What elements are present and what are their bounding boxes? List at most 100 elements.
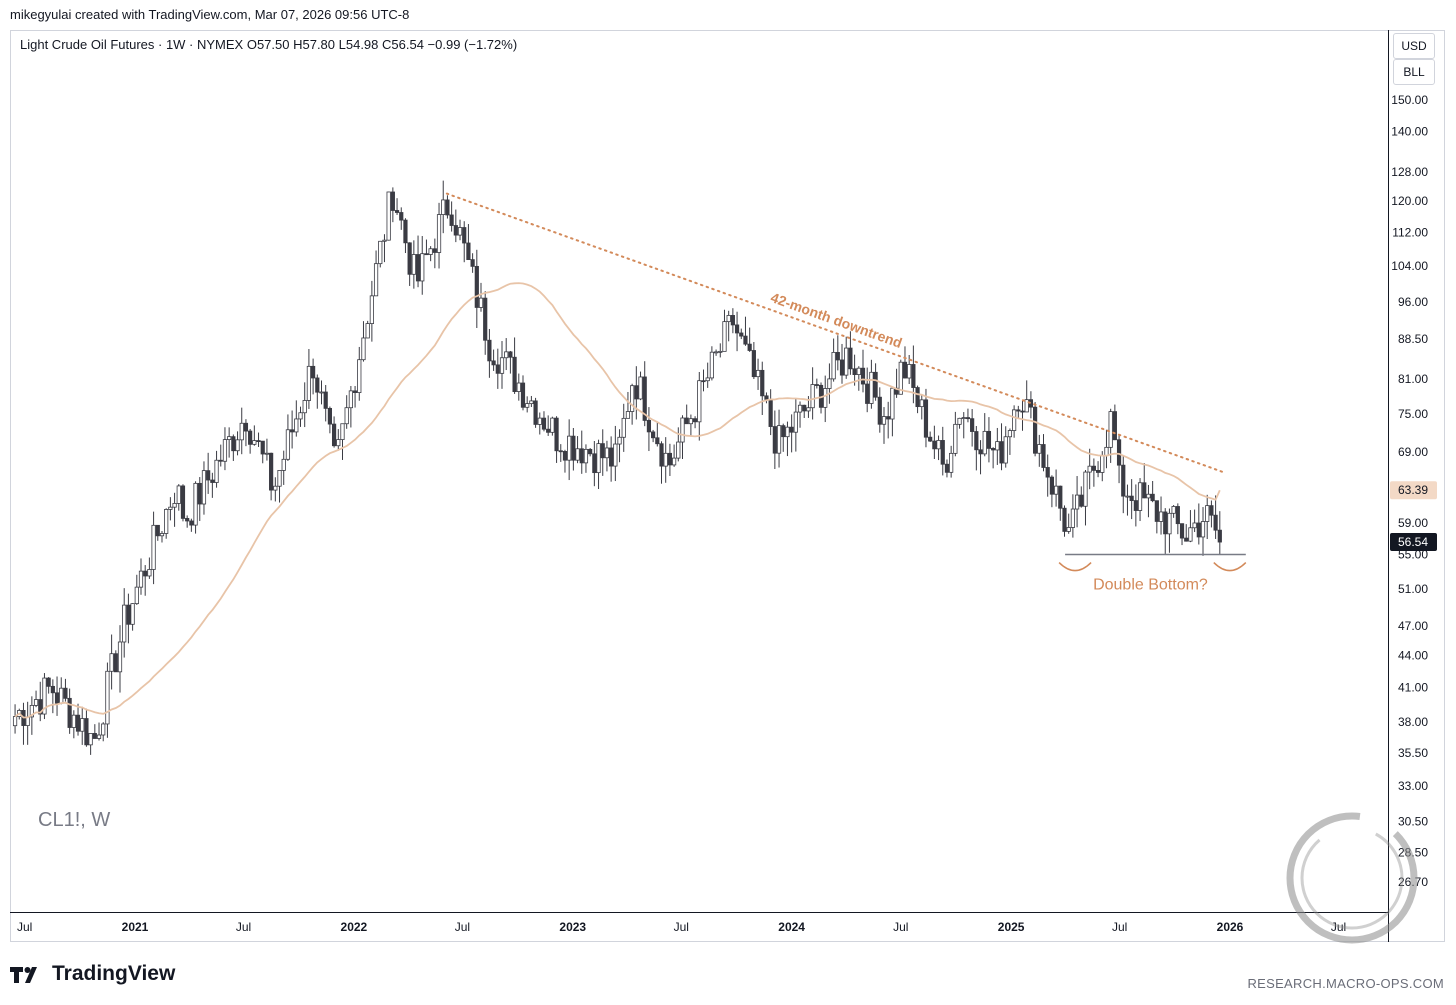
candle-down [768,399,773,427]
candle-down [180,485,186,519]
candle-up [793,411,798,433]
candle-up [504,351,509,359]
price-scale-separator [1388,30,1389,942]
candle-up [159,533,165,537]
candle-down [1058,485,1063,509]
price-tick-label: 104.00 [1391,259,1428,273]
candle-up [319,391,324,394]
candle-up [1024,399,1029,413]
time-tick-label: 2021 [122,920,149,934]
candle-down [327,407,332,425]
candle-down [126,604,131,625]
candle-down [923,399,929,438]
candle-up [164,509,169,534]
candle-up [1108,411,1113,448]
candle-down [789,426,794,433]
candle-down [533,400,538,425]
candle-down [483,297,488,341]
candle-down [75,714,81,732]
candle-down [399,212,404,221]
candle-up [96,734,102,739]
candle-down [1154,500,1159,522]
tradingview-wordmark: TradingView [52,962,176,985]
candle-up [567,435,572,461]
currency-badge[interactable]: USD [1393,33,1435,59]
candle-down [558,450,563,453]
time-tick-label: 2026 [1217,920,1244,934]
last-price-tag [1390,533,1437,552]
candle-down [487,339,492,362]
candle-up [982,430,987,455]
price-tick-label: 55.00 [1398,548,1428,562]
candle-up [227,436,232,440]
candle-down [802,404,807,412]
candle-up [995,441,1000,451]
candle-down [743,335,748,345]
candle-down [248,430,253,445]
candle-up [1066,527,1071,532]
unit-badge[interactable]: BLL [1393,59,1435,85]
candle-up [810,384,815,409]
price-tick-label: 112.00 [1392,225,1428,239]
candle-down [986,430,992,449]
candle-up [856,367,861,375]
candle-down [206,470,211,481]
candle-down [63,687,68,699]
candle-down [1142,482,1147,499]
candle-up [298,412,303,420]
price-tick-label: 38.00 [1398,715,1428,729]
candle-up [1146,493,1151,499]
candle-down [269,452,274,491]
candle-down [50,685,55,694]
candle-down [466,242,471,261]
candle-up [105,670,110,725]
candle-up [222,439,228,462]
price-tick-label: 140.00 [1391,124,1428,138]
site-watermark: RESEARCH.MACRO-OPS.COM [1247,976,1444,991]
candle-up [1070,508,1075,528]
candle-down [394,210,400,213]
candle-up [336,439,341,447]
candle-up [776,425,782,454]
time-tick-label: 2023 [559,920,586,934]
candle-down [554,417,559,452]
candle-up [907,364,912,379]
candle-up [436,214,442,253]
candle-up [604,447,610,459]
candle-up [1125,495,1130,498]
candle-up [214,459,219,483]
downtrend-label: 42-month downtrend [769,289,905,351]
ma-price-tag [1390,481,1437,500]
candle-up [718,350,723,353]
price-tick-label: 150.00 [1391,93,1428,107]
price-tick-label: 44.00 [1398,649,1428,663]
candle-down [210,479,215,483]
candle-up [1205,505,1210,522]
candle-down [445,199,450,216]
candle-up [583,448,589,464]
candle-down [911,364,916,388]
candle-down [684,417,689,425]
candle-up [365,323,370,339]
candle-down [1184,537,1189,542]
candle-down [38,699,43,715]
chart-frame[interactable] [10,30,1445,942]
candle-up [201,470,207,505]
candle-up [919,399,924,408]
candle-down [143,570,148,577]
candle-up [936,440,941,450]
candle-up [1158,511,1164,522]
candle-up [306,365,312,401]
candle-down [579,448,584,464]
candle-down [646,420,652,433]
candle-up [117,641,123,673]
candle-up [529,400,534,405]
candle-down [902,361,908,379]
candle-down [1217,529,1222,543]
candle-up [785,426,790,438]
candle-up [537,417,542,425]
candle-up [101,723,106,736]
candle-up [726,315,731,323]
candle-down [835,351,840,361]
